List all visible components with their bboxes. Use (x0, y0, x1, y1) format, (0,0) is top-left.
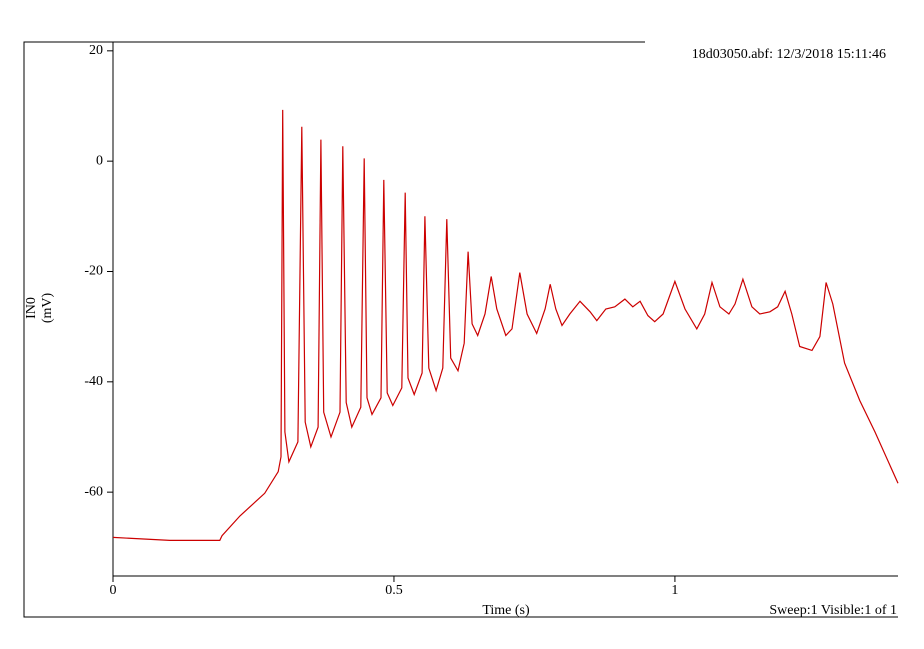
chart-title: 18d03050.abf: 12/3/2018 15:11:46 (692, 47, 886, 62)
frame (23, 41, 898, 618)
y-tick-label: -20 (84, 264, 103, 279)
trace (112, 109, 899, 541)
y-tick-label: 0 (96, 153, 103, 168)
x-axis-label: Time (s) (482, 603, 530, 618)
y-tick-label: 20 (89, 43, 103, 58)
y-tick-label: -60 (84, 484, 103, 499)
y-tick-label: -40 (84, 374, 103, 389)
y-axis-unit: (mV) (40, 293, 55, 324)
x-tick-label: 0.5 (385, 583, 403, 598)
footer: Sweep:1 Visible:1 of 1 (769, 603, 897, 618)
x-tick-label: 1 (671, 583, 678, 598)
y-axis-label: IN0 (24, 297, 39, 319)
x-tick-label: 0 (110, 583, 117, 598)
